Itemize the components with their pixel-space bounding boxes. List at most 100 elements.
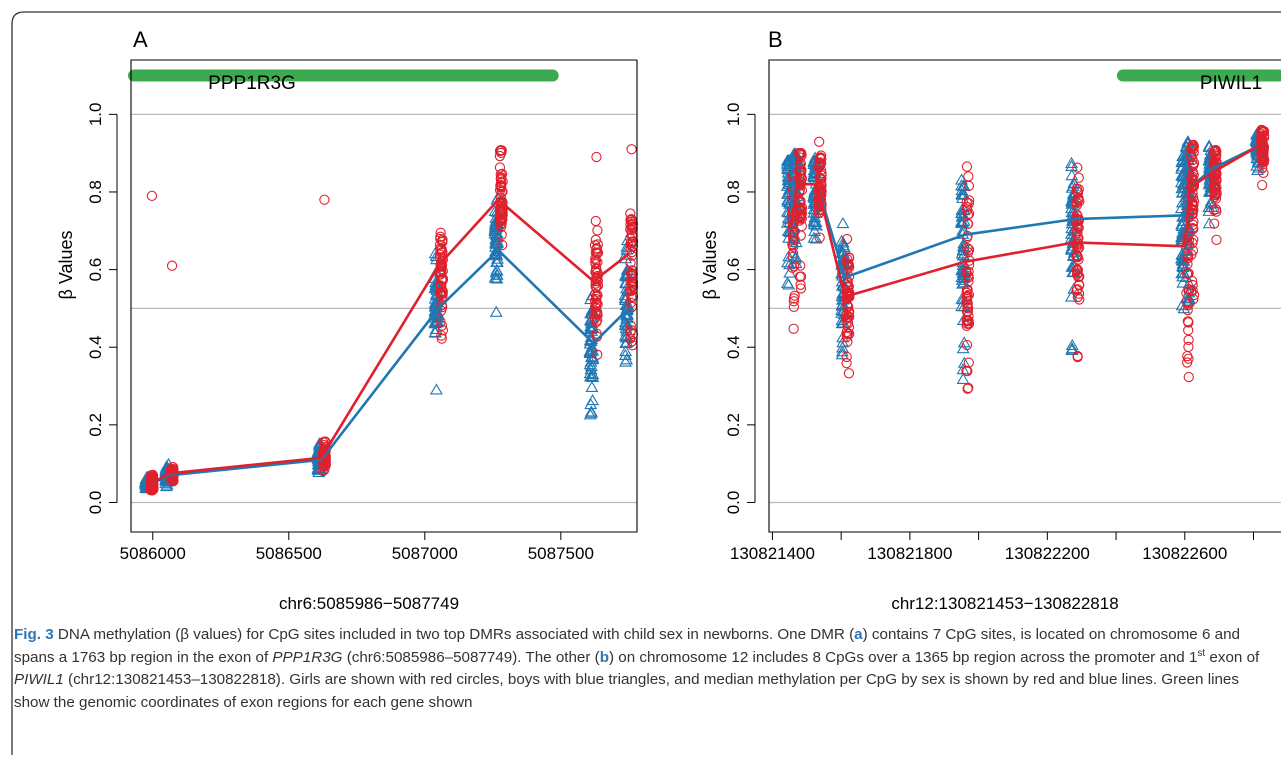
boy-point — [809, 215, 823, 228]
girl-point — [963, 198, 974, 209]
girl-point — [496, 147, 507, 159]
girl-point — [1183, 334, 1194, 346]
girl-point — [496, 186, 507, 197]
girl-point — [795, 158, 807, 169]
boy-point — [956, 244, 970, 256]
y-tick-label: 0.6 — [86, 258, 105, 282]
boy-point — [789, 235, 803, 248]
boy-point — [1182, 294, 1195, 306]
boy-point — [584, 334, 598, 347]
plot-border — [130, 59, 638, 533]
x-tick-label: 130821400 — [730, 544, 815, 563]
girl-point — [794, 166, 805, 177]
girl-point — [626, 336, 637, 347]
boy-point — [618, 348, 632, 360]
boy-point — [809, 232, 823, 244]
girl-point — [1182, 267, 1194, 279]
boy-point — [957, 237, 971, 249]
panel-b-y-axis-title: β Values — [700, 230, 720, 299]
boy-point — [1176, 257, 1190, 269]
y-tick-label: 0.4 — [86, 335, 105, 359]
y-tick-label: 0.0 — [724, 491, 743, 515]
girl-point — [842, 312, 853, 323]
girl-point — [626, 230, 637, 241]
girl-point — [436, 330, 447, 341]
girl-point — [1072, 291, 1083, 303]
girl-point — [842, 254, 853, 265]
girl-point — [317, 465, 329, 477]
girl-point — [963, 266, 974, 277]
girl-outlier-point — [591, 151, 602, 163]
girl-point — [843, 260, 854, 271]
boy-point — [586, 367, 600, 380]
girl-point — [591, 328, 602, 339]
girl-point — [962, 242, 973, 254]
girl-point — [437, 288, 448, 299]
girl-point — [787, 239, 798, 250]
girl-point — [796, 221, 807, 232]
girl-point — [963, 270, 974, 282]
boy-point — [837, 240, 851, 252]
boy-point — [788, 252, 802, 264]
girl-point — [496, 229, 507, 240]
girl-point — [962, 218, 973, 230]
panel-b-label: B — [768, 27, 783, 52]
girl-point — [1256, 125, 1267, 136]
x-tick-label: 130822600 — [1142, 544, 1227, 563]
girl-point — [625, 297, 636, 308]
girl-point — [1209, 181, 1220, 193]
girl-point — [1072, 221, 1083, 232]
boy-point — [488, 271, 502, 283]
boys-median-line — [148, 248, 630, 487]
girl-point — [592, 308, 603, 320]
girl-point — [1209, 218, 1220, 229]
girl-point — [961, 339, 973, 351]
girl-point — [591, 272, 602, 284]
girl-outlier-point — [319, 194, 330, 205]
caption-gene-1: PPP1R3G — [272, 648, 343, 666]
girl-point — [963, 244, 974, 255]
caption-text-3: (chr6:5085986–5087749). The other ( — [342, 648, 600, 666]
boy-point — [957, 336, 971, 348]
boy-point — [836, 216, 850, 229]
girl-point — [1211, 234, 1222, 245]
caption-text-2: ) contains 7 CpG sites, is located on ch… — [14, 626, 1240, 666]
girl-point — [1256, 135, 1268, 147]
girl-point — [1210, 193, 1222, 204]
girl-point — [1188, 216, 1199, 227]
girl-point — [590, 253, 601, 264]
girl-point — [495, 216, 506, 227]
girl-point — [961, 365, 972, 377]
girl-point — [592, 247, 604, 258]
boy-point — [1202, 200, 1216, 212]
girl-point — [494, 162, 506, 173]
boy-point — [620, 353, 634, 365]
girl-point — [496, 182, 507, 193]
boy-point — [836, 316, 850, 328]
boy-point — [1179, 270, 1193, 283]
boy-point — [780, 276, 794, 288]
girl-point — [789, 290, 800, 301]
girl-point — [1257, 163, 1268, 174]
y-tick-label: 1.0 — [724, 103, 743, 127]
girl-point — [1071, 251, 1082, 262]
boy-point — [1064, 290, 1078, 302]
panel-b: B 130821400 130821800 130822200 130822600 0.… — [700, 27, 1281, 613]
boy-point — [956, 372, 970, 384]
boy-point — [1176, 270, 1190, 282]
caption-superscript: st — [1197, 647, 1206, 659]
girl-point — [437, 325, 449, 336]
y-tick-label: 1.0 — [86, 103, 105, 127]
girl-point — [1209, 188, 1221, 199]
girl-point — [592, 239, 604, 250]
girl-point — [795, 283, 807, 294]
boy-point — [491, 252, 504, 264]
boy-outlier-point — [489, 305, 503, 317]
boy-point — [490, 233, 503, 245]
girl-point — [795, 148, 806, 159]
girl-point — [496, 214, 508, 225]
girl-point — [1071, 285, 1082, 296]
panel-b-gene-label: PIWIL1 — [1200, 73, 1262, 94]
y-tick-label: 0.6 — [724, 258, 743, 282]
